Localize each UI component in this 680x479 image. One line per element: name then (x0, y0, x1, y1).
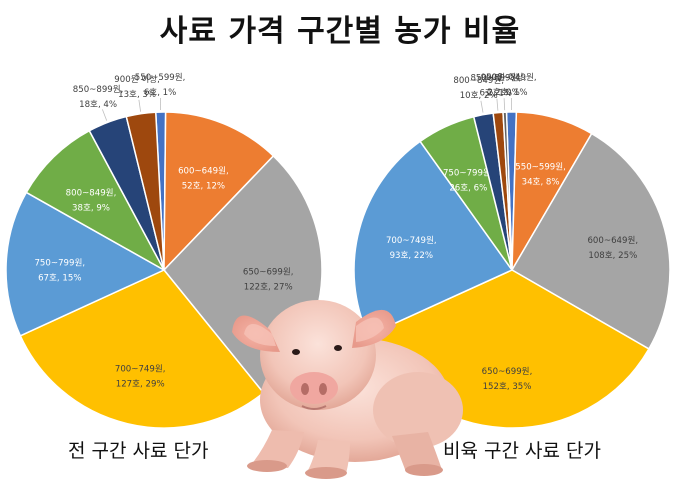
pie-1-leader-6 (480, 100, 484, 113)
pie-1-label-6: 800~849원, 10호, 2% (453, 75, 504, 101)
pie-1-label-8: 900원 이상, 2호, 0% (481, 72, 527, 98)
pie-0-slice-4 (5, 191, 166, 337)
chart-title-left: 전 구간 사료 단가 (68, 440, 209, 462)
piglet-illustration (232, 300, 463, 479)
pie-0-label-7: 900원 이상, 13호, 3% (114, 74, 160, 100)
page-title: 사료 가격 구간별 농가 비율 (159, 14, 521, 49)
pie-0-label-6: 850~899원, 18호, 4% (73, 84, 124, 110)
pie-0-label-5: 800~849원, 38호, 9% (66, 188, 117, 214)
pie-0-label-1: 600~649원, 52호, 12% (178, 166, 229, 192)
pie-0-slice-3 (19, 269, 265, 429)
pie-1-leader-7 (496, 98, 499, 111)
pie-0-label-0: 550~599원, 6호, 1% (135, 72, 186, 98)
pie-0-leader-7 (138, 99, 141, 112)
pie-0-label-3: 700~749원, 127호, 29% (115, 364, 166, 390)
pie-1-label-2: 600~649원, 108호, 25% (587, 235, 638, 261)
pie-1-label-4: 700~749원, 93호, 22% (386, 235, 437, 261)
pie-1-label-3: 650~699원, 152호, 35% (482, 366, 533, 392)
pie-chart-left: 550~599원, 6호, 1% 600~649원, 52호, 12% 650~699원… (5, 72, 323, 429)
pie-1-label-7: 850~899원, 6호, 1% (470, 73, 521, 99)
pie-0-leader-6 (102, 109, 108, 121)
pie-1-label-1: 550~599원, 34호, 8% (515, 162, 566, 188)
pie-1-leader-8 (503, 98, 506, 111)
pie-1-slice-4 (353, 140, 514, 337)
pie-1-slice-2 (510, 132, 671, 350)
pie-1-label-5: 750~799원, 26호, 6% (443, 167, 494, 193)
pie-0-label-2: 650~699원, 122호, 27% (243, 266, 294, 292)
chart-title-right: 비육 구간 사료 단가 (443, 440, 601, 462)
pie-0-slice-5 (25, 129, 166, 272)
pie-1-slice-8 (502, 111, 513, 271)
pie-0-slice-7 (125, 111, 165, 271)
pie-0-slice-1 (163, 111, 275, 272)
pie-0-label-4: 750~799원, 67호, 15% (34, 258, 85, 284)
pie-1-label-0: 500~549원, 2호, 1% (486, 72, 537, 98)
